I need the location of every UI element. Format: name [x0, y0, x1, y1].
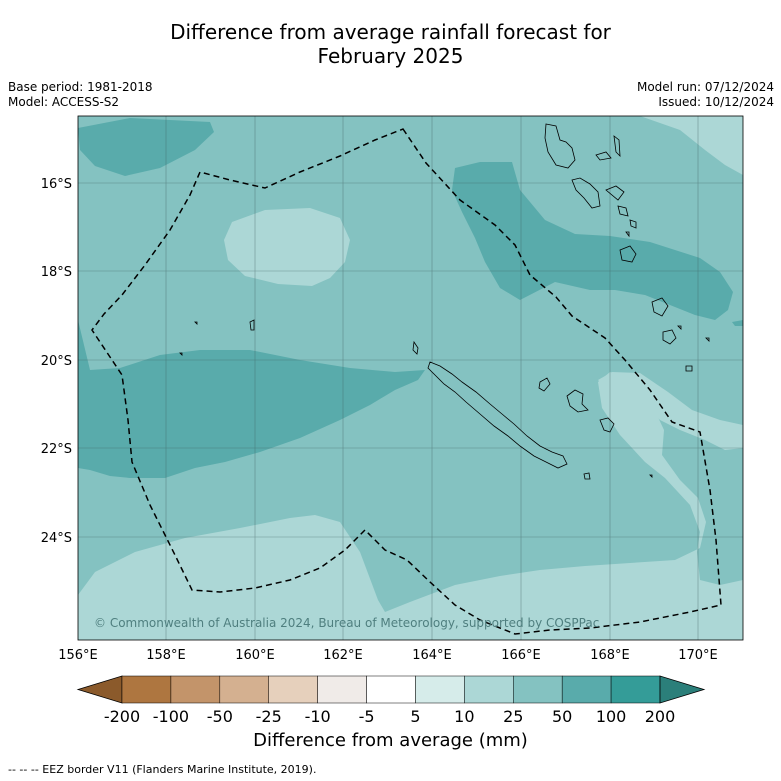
eez-border — [91, 128, 722, 635]
map-frame — [77, 115, 744, 641]
colorbar-extension-high — [659, 675, 706, 704]
colorbar-segment — [170, 675, 221, 704]
graticule — [78, 116, 743, 640]
ouvea-island — [538, 377, 551, 392]
contour-50-100-edge — [732, 320, 743, 326]
issued-label: Issued: 10/12/2024 — [658, 95, 774, 109]
islet-4 — [677, 325, 682, 330]
colorbar-tick-label: 100 — [596, 707, 627, 726]
shepherd-islands — [629, 219, 637, 229]
colorbar-tick-label: -25 — [256, 707, 282, 726]
lat-label-16s: 16°S — [41, 177, 72, 192]
model-run-label: Model run: 07/12/2024 — [636, 80, 774, 94]
lon-label-168e: 168°E — [590, 648, 630, 663]
new-caledonia-main-island — [427, 361, 568, 469]
colorbar-tick-label: 200 — [645, 707, 676, 726]
maewo-island — [595, 151, 612, 161]
isle-of-pines — [583, 472, 591, 480]
colorbar-segment — [268, 675, 318, 704]
ambrym-island — [605, 185, 625, 201]
chart-title-line1: Difference from average rainfall forecas… — [170, 20, 611, 44]
lat-label-20s: 20°S — [41, 354, 72, 369]
lifou-island — [566, 389, 589, 413]
malekula-island — [571, 177, 601, 209]
lat-label-24s: 24°S — [41, 531, 72, 546]
islet-2 — [179, 352, 183, 356]
espiritu-santo-island — [544, 123, 576, 169]
contour-10-25-northeast — [640, 116, 743, 175]
colorbar-tick-label: -200 — [104, 707, 140, 726]
islet-1 — [194, 321, 198, 325]
lon-label-170e: 170°E — [678, 648, 718, 663]
colorbar-title: Difference from average (mm) — [253, 730, 528, 751]
contour-10-25-east — [598, 372, 743, 450]
contour-50-100-northeast — [452, 162, 733, 320]
lon-label-162e: 162°E — [323, 648, 363, 663]
contour-50-100-northwest — [78, 118, 214, 176]
colorbar-segment — [317, 675, 367, 704]
islet-3 — [625, 231, 630, 238]
eez-footnote: -- -- -- EEZ border V11 (Flanders Marine… — [8, 763, 317, 776]
colorbar-tick-label: 50 — [552, 707, 572, 726]
chart-title-line2: February 2025 — [317, 44, 464, 68]
base-period-label: Base period: 1981-2018 — [8, 80, 153, 94]
contour-10-25-west — [224, 208, 350, 286]
colorbar-tick-label: 10 — [454, 707, 474, 726]
lon-label-158e: 158°E — [146, 648, 186, 663]
colorbar: -200 -100 -50 -25 -10 -5 5 10 25 50 100 200 — [76, 675, 706, 726]
lat-label-18s: 18°S — [41, 265, 72, 280]
erromango-island — [651, 297, 669, 317]
copyright-notice: © Commonwealth of Australia 2024, Bureau… — [94, 616, 599, 630]
lon-label-156e: 156°E — [58, 648, 98, 663]
contour-50-100-central — [78, 320, 425, 478]
colorbar-segment — [415, 675, 465, 704]
epi-island — [617, 205, 629, 217]
colorbar-segment — [610, 675, 661, 704]
belep-islands — [412, 340, 419, 355]
map-area: © Commonwealth of Australia 2024, Bureau… — [78, 116, 743, 640]
chesterfield-islands — [249, 319, 255, 331]
colorbar-tick-label: -10 — [305, 707, 331, 726]
islet-5 — [705, 337, 710, 342]
model-label: Model: ACCESS-S2 — [8, 95, 120, 109]
pentecost-island — [613, 135, 621, 158]
colorbar-tick-label: -50 — [207, 707, 233, 726]
colorbar-tick-label: 25 — [503, 707, 523, 726]
colorbar-segment — [561, 675, 612, 704]
lon-label-166e: 166°E — [501, 648, 541, 663]
islet-6 — [649, 474, 653, 478]
tanna-island — [662, 329, 677, 345]
contour-10-25-south — [78, 372, 743, 640]
mare-island — [599, 417, 615, 433]
colorbar-segment — [121, 675, 172, 704]
longitude-labels: 156°E 158°E 160°E 162°E 164°E 166°E 168°… — [58, 648, 718, 663]
colorbar-segment — [366, 675, 416, 704]
lat-label-22s: 22°S — [41, 442, 72, 457]
colorbar-extension-low — [76, 675, 123, 704]
lon-label-164e: 164°E — [412, 648, 452, 663]
efate-island — [619, 245, 637, 263]
colorbar-tick-label: 5 — [410, 707, 420, 726]
aneityum-island — [685, 365, 693, 372]
latitude-labels: 16°S 18°S 20°S 22°S 24°S — [41, 177, 72, 546]
lon-label-160e: 160°E — [235, 648, 275, 663]
colorbar-segment — [219, 675, 269, 704]
colorbar-segment — [513, 675, 563, 704]
colorbar-tick-label: -5 — [359, 707, 375, 726]
colorbar-segment — [464, 675, 514, 704]
colorbar-tick-label: -100 — [153, 707, 189, 726]
